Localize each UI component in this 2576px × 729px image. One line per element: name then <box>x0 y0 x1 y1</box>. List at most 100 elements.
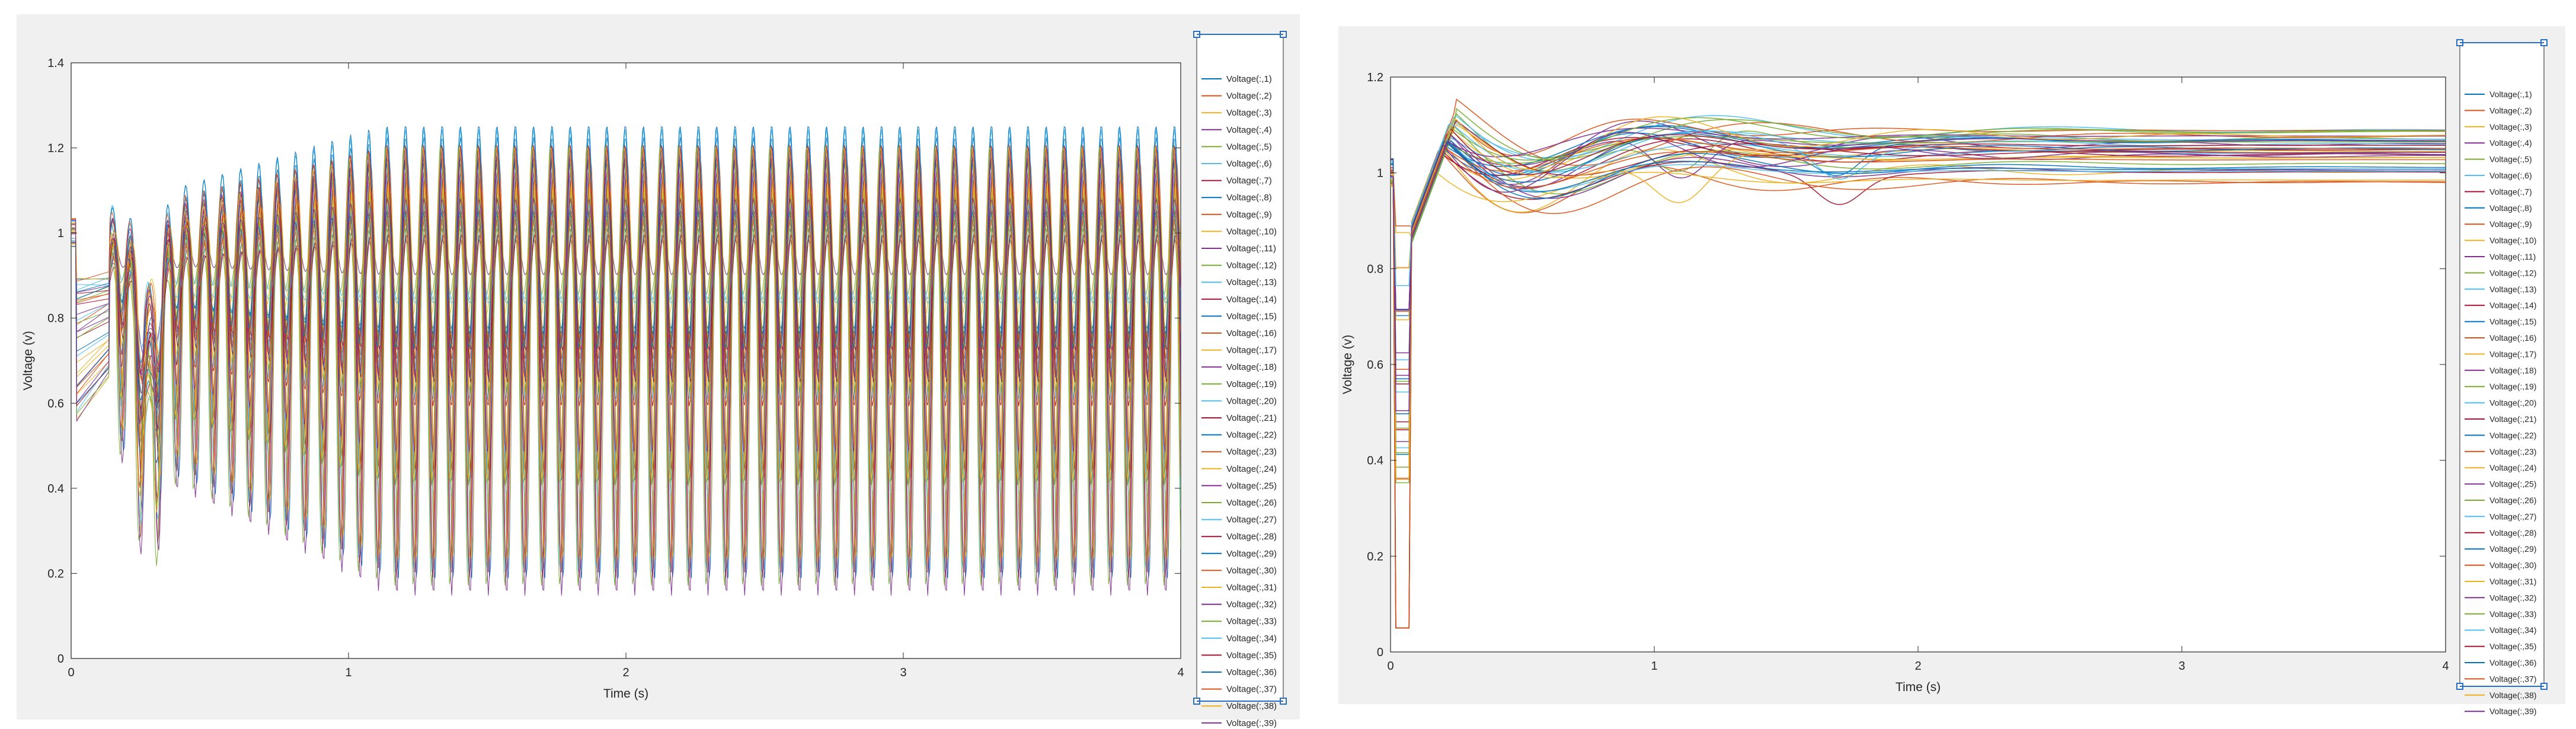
legend-label: Voltage(:,16) <box>1226 328 1277 338</box>
series-line-39 <box>71 198 1181 404</box>
legend-label: Voltage(:,32) <box>2489 593 2536 602</box>
x-axis-label: Time (s) <box>1896 680 1941 694</box>
series-line-28 <box>1391 120 2446 629</box>
legend-label: Voltage(:,13) <box>2489 284 2536 294</box>
legend-label: Voltage(:,22) <box>2489 430 2536 440</box>
series-line-30 <box>1391 138 2446 480</box>
legend-box <box>1196 34 1284 702</box>
legend-label: Voltage(:,12) <box>1226 261 1277 271</box>
legend-label: Voltage(:,5) <box>1226 142 1272 152</box>
legend[interactable]: Voltage(:,1) Voltage(:,2) Voltage(:,3) Volt… <box>1193 31 1287 728</box>
legend-label: Voltage(:,38) <box>1226 701 1277 711</box>
legend-label: Voltage(:,20) <box>2489 398 2536 408</box>
x-tick-label: 2 <box>622 666 629 679</box>
legend-label: Voltage(:,35) <box>2489 642 2536 651</box>
legend-label: Voltage(:,1) <box>1226 74 1272 84</box>
x-tick-label: 2 <box>1915 660 1921 673</box>
series-line-27 <box>1391 139 2446 393</box>
legend-label: Voltage(:,31) <box>2489 577 2536 586</box>
legend-label: Voltage(:,19) <box>1226 379 1277 389</box>
legend-label: Voltage(:,21) <box>2489 414 2536 424</box>
series-line-31 <box>1391 130 2446 268</box>
legend-label: Voltage(:,15) <box>1226 311 1277 321</box>
series-line-19 <box>1391 136 2446 629</box>
legend-label: Voltage(:,24) <box>1226 464 1277 474</box>
legend-label: Voltage(:,16) <box>2489 333 2536 343</box>
series-group <box>71 126 1181 596</box>
x-tick-label: 4 <box>1177 666 1184 679</box>
legend-label: Voltage(:,14) <box>1226 295 1277 305</box>
legend-label: Voltage(:,1) <box>2489 89 2532 99</box>
legend-label: Voltage(:,33) <box>1226 616 1277 626</box>
series-line-38 <box>71 146 1181 513</box>
x-tick-label: 4 <box>2442 660 2449 673</box>
series-line-21 <box>1391 148 2446 479</box>
y-tick-label: 0 <box>1377 646 1383 659</box>
legend-label: Voltage(:,3) <box>1226 108 1272 118</box>
legend-label: Voltage(:,39) <box>1226 718 1277 728</box>
series-line-18 <box>1391 138 2446 376</box>
legend-label: Voltage(:,36) <box>2489 658 2536 667</box>
y-tick-label: 0.6 <box>47 397 64 410</box>
legend-label: Voltage(:,11) <box>2489 252 2536 261</box>
series-line-37 <box>71 146 1181 562</box>
legend-box <box>2459 42 2545 687</box>
y-tick-label: 1 <box>57 227 64 240</box>
x-tick-label: 3 <box>900 666 906 679</box>
legend-label: Voltage(:,31) <box>1226 583 1277 593</box>
legend[interactable]: Voltage(:,1) Voltage(:,2) Voltage(:,3) Volt… <box>2456 39 2548 716</box>
chart-2: 0 1 2 3 4 0 0.2 0.4 0.6 0.8 1 1.2 Time (s) Voltage (v… <box>1341 39 2548 716</box>
legend-label: Voltage(:,30) <box>1226 565 1277 575</box>
legend-label: Voltage(:,35) <box>1226 650 1277 660</box>
y-tick-label: 0.8 <box>47 312 64 325</box>
y-tick-label: 0.6 <box>1367 359 1383 372</box>
legend-label: Voltage(:,37) <box>1226 685 1277 695</box>
x-tick-label: 0 <box>1387 660 1394 673</box>
legend-label: Voltage(:,29) <box>2489 544 2536 554</box>
legend-label: Voltage(:,13) <box>1226 277 1277 287</box>
legend-label: Voltage(:,8) <box>2489 203 2532 213</box>
y-tick-label: 0.4 <box>1367 455 1383 468</box>
x-tick-label: 3 <box>2178 660 2185 673</box>
series-line-16 <box>1391 98 2446 227</box>
chart-1: 0 1 2 3 4 0 0.2 0.4 0.6 0.8 1 1.2 1.4 Time (s) Voltage… <box>21 31 1287 728</box>
y-tick-label: 0.2 <box>1367 550 1383 563</box>
y-tick-label: 0.2 <box>47 567 64 580</box>
legend-label: Voltage(:,39) <box>2489 706 2536 716</box>
legend-label: Voltage(:,7) <box>2489 187 2532 196</box>
legend-label: Voltage(:,6) <box>1226 159 1272 169</box>
y-axis-label: Voltage (v) <box>21 331 35 390</box>
y-axis-label: Voltage (v) <box>1341 335 1354 394</box>
legend-label: Voltage(:,4) <box>2489 138 2532 148</box>
legend-label: Voltage(:,27) <box>1226 515 1277 525</box>
series-line-33 <box>1391 117 2446 484</box>
series-line-35 <box>1391 129 2446 385</box>
x-tick-label: 1 <box>1651 660 1657 673</box>
legend-label: Voltage(:,10) <box>2489 236 2536 245</box>
legend-label: Voltage(:,20) <box>1226 396 1277 406</box>
y-tick-label: 1.4 <box>47 57 64 70</box>
series-group <box>1391 98 2446 629</box>
y-tick-label: 1 <box>1377 167 1383 180</box>
legend-label: Voltage(:,30) <box>2489 561 2536 570</box>
legend-label: Voltage(:,22) <box>1226 430 1277 440</box>
series-line-2 <box>1391 154 2446 312</box>
legend-label: Voltage(:,26) <box>2489 495 2536 505</box>
legend-label: Voltage(:,9) <box>2489 219 2532 229</box>
legend-label: Voltage(:,34) <box>1226 634 1277 644</box>
legend-label: Voltage(:,15) <box>2489 317 2536 327</box>
legend-label: Voltage(:,18) <box>2489 366 2536 375</box>
legend-label: Voltage(:,38) <box>2489 690 2536 700</box>
y-tick-label: 0.4 <box>47 482 64 495</box>
legend-label: Voltage(:,26) <box>1226 498 1277 508</box>
legend-label: Voltage(:,10) <box>1226 226 1277 236</box>
y-tick-label: 0 <box>57 653 64 666</box>
legend-label: Voltage(:,33) <box>2489 609 2536 619</box>
legend-label: Voltage(:,18) <box>1226 362 1277 372</box>
series-line-34 <box>1391 123 2446 286</box>
legend-label: Voltage(:,14) <box>2489 300 2536 310</box>
series-line-37 <box>1391 146 2446 629</box>
legend-label: Voltage(:,19) <box>2489 382 2536 391</box>
series-line-23 <box>1391 140 2446 268</box>
